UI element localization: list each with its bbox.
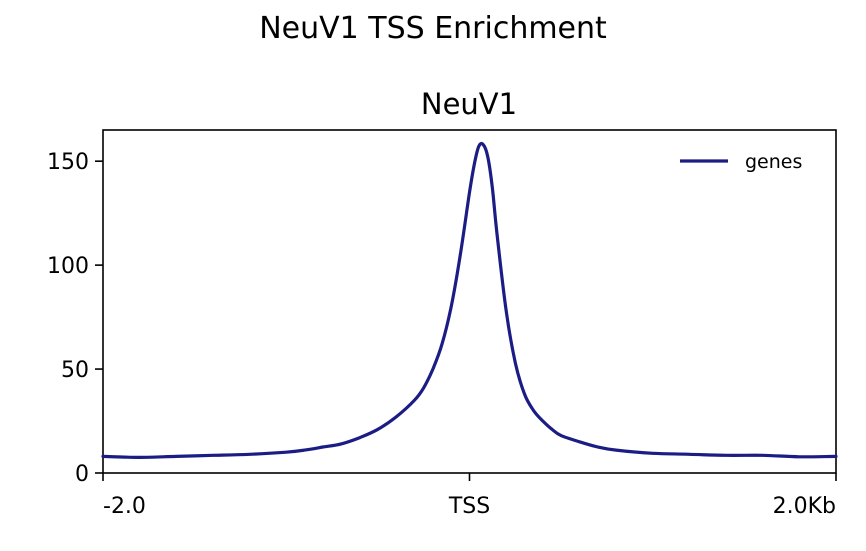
x-tick-label: -2.0 — [103, 494, 146, 519]
plot-frame — [102, 129, 837, 474]
legend-label-genes: genes — [745, 151, 802, 173]
figure-suptitle: NeuV1 TSS Enrichment — [259, 11, 607, 46]
legend: genes — [680, 151, 802, 173]
plot-area — [101, 129, 838, 474]
x-tick-label: 2.0Kb — [773, 494, 836, 519]
y-tick-label: 100 — [47, 254, 89, 279]
x-axis: -2.0 TSS 2.0Kb — [102, 473, 837, 519]
y-tick-label: 0 — [75, 462, 89, 487]
chart-title: NeuV1 — [421, 87, 517, 121]
y-tick-label: 50 — [61, 358, 89, 383]
y-axis: 0 50 100 150 — [47, 150, 103, 487]
x-tick-label: TSS — [448, 494, 490, 519]
y-tick-label: 150 — [47, 150, 89, 175]
series-line-genes — [101, 141, 838, 459]
